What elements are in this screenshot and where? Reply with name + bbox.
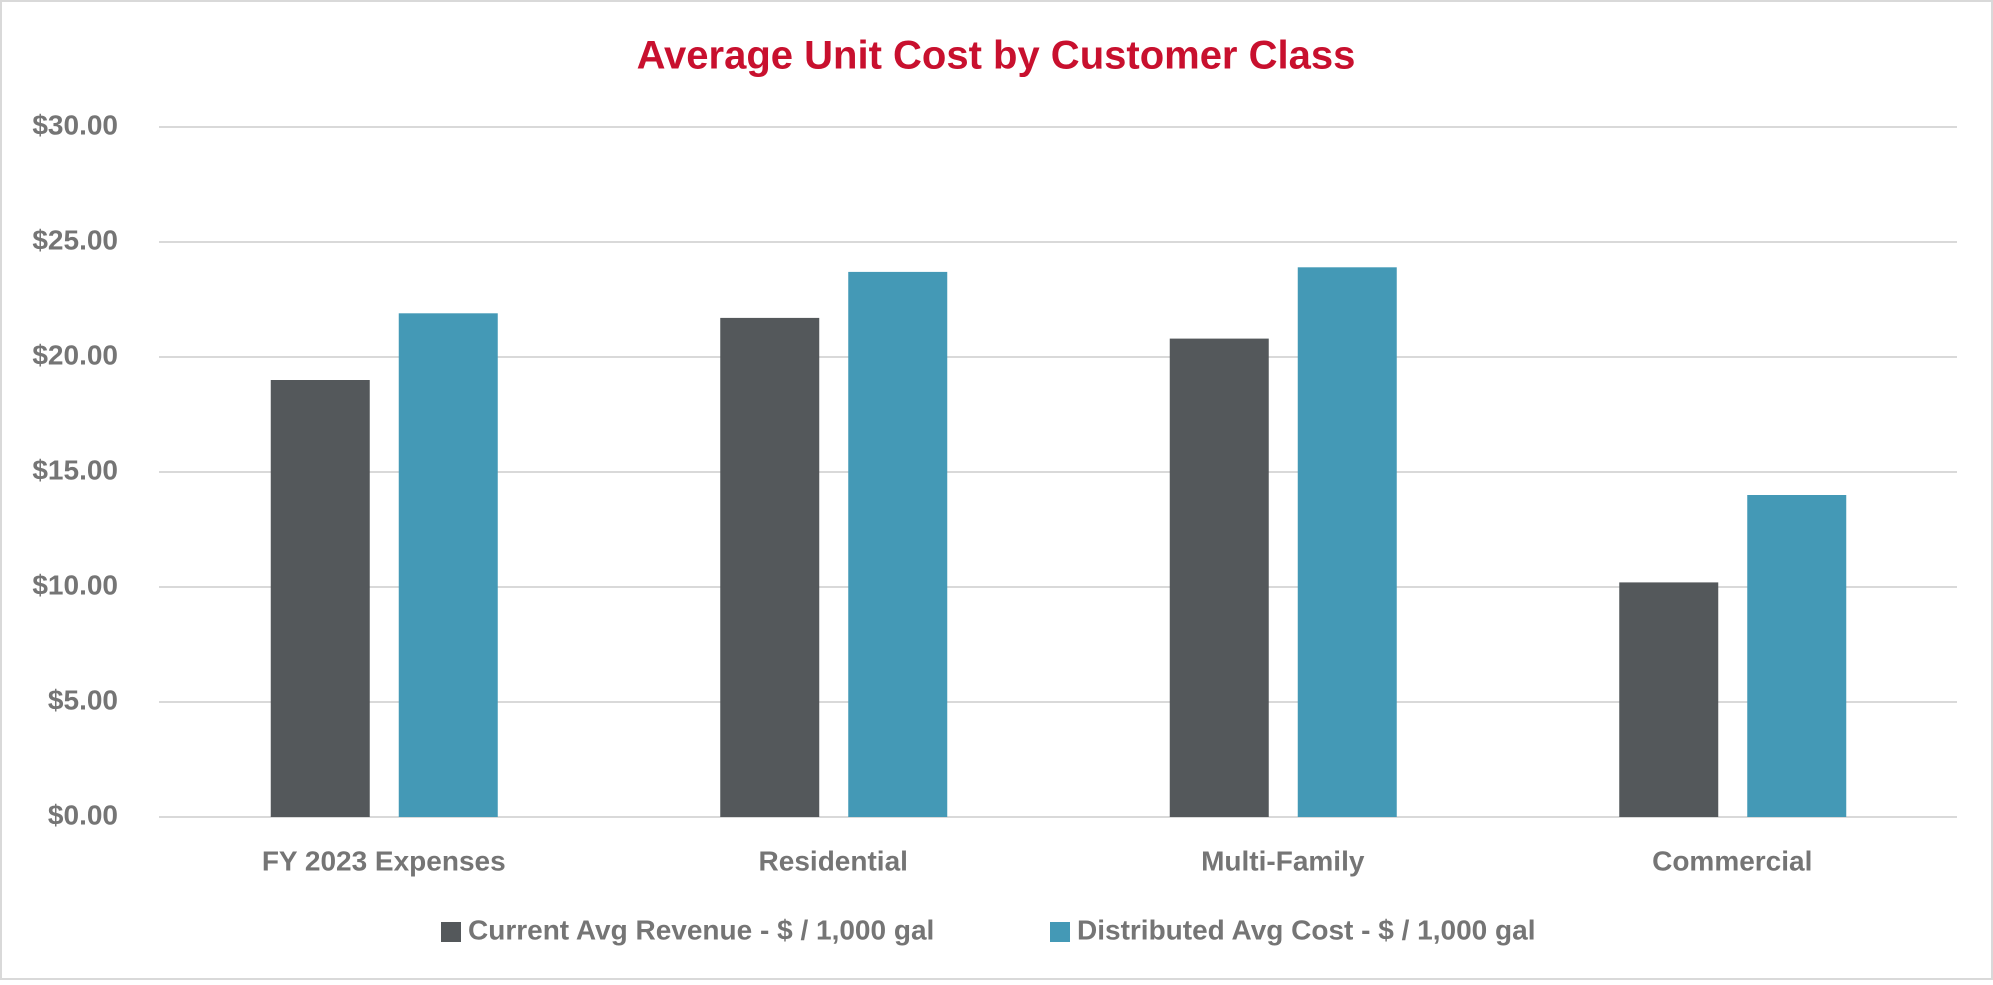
y-tick-label: $25.00 [32, 224, 118, 255]
y-tick-label: $15.00 [32, 454, 118, 485]
bar [1619, 582, 1719, 817]
y-tick-label: $10.00 [32, 569, 118, 600]
bar [270, 380, 370, 817]
bar [848, 271, 948, 817]
y-tick-label: $30.00 [32, 109, 118, 140]
bar [1169, 338, 1269, 817]
chart-title: Average Unit Cost by Customer Class [637, 34, 1356, 78]
y-tick-label: $0.00 [48, 799, 118, 830]
x-tick-label: Commercial [1652, 845, 1812, 876]
y-tick-label: $20.00 [32, 339, 118, 370]
y-tick-label: $5.00 [48, 684, 118, 715]
bar [398, 313, 498, 817]
legend-label: Current Avg Revenue - $ / 1,000 gal [468, 914, 934, 945]
legend-label: Distributed Avg Cost - $ / 1,000 gal [1077, 914, 1535, 945]
x-tick-label: Residential [759, 845, 908, 876]
x-tick-label: Multi-Family [1201, 845, 1365, 876]
x-tick-label: FY 2023 Expenses [262, 845, 506, 876]
legend-swatch [441, 922, 461, 942]
bar [1297, 267, 1397, 817]
legend-swatch [1050, 922, 1070, 942]
bar [1747, 495, 1847, 817]
bar [720, 317, 820, 817]
